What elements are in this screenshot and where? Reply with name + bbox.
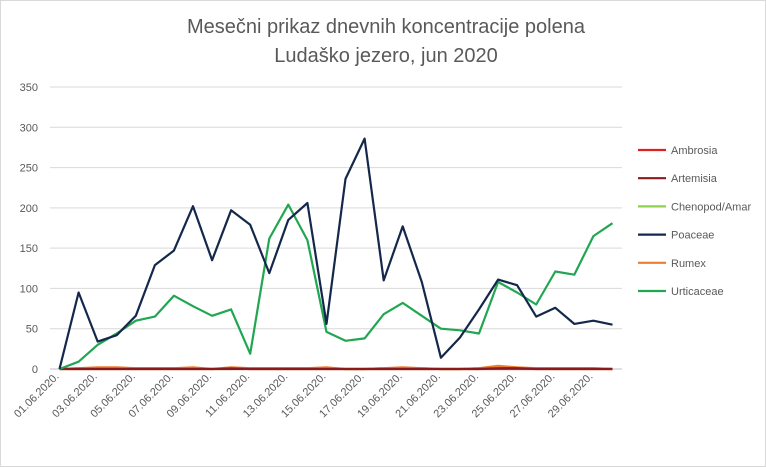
- chart-title-line-2: Ludaško jezero, jun 2020: [274, 45, 498, 67]
- gridlines: [50, 86, 622, 330]
- y-tick-label: 50: [26, 324, 38, 336]
- series-line-artemisia: [59, 367, 613, 371]
- legend-label-rumex: Rumex: [671, 258, 706, 270]
- y-tick-label: 100: [20, 283, 38, 295]
- series-lines: [58, 137, 614, 371]
- legend: Ambrosia Artemisia Chenopod/Amar Poaceae Rum…: [638, 145, 751, 298]
- legend-label-artemisia: Artemisia: [671, 173, 718, 185]
- y-tick-label: 150: [20, 243, 38, 255]
- y-tick-label: 350: [20, 82, 38, 94]
- series-line-urticaceae: [59, 203, 614, 371]
- series-line-poaceae: [58, 137, 613, 370]
- chart-title-line-1: Mesečni prikaz dnevnih koncentracije pol…: [187, 16, 586, 38]
- y-tick-label: 200: [20, 203, 38, 215]
- y-tick-label: 300: [20, 122, 38, 134]
- x-axis-tick-labels: 01.06.2020.03.06.2020.05.06.2020.07.06.2…: [12, 371, 595, 421]
- legend-label-ambrosia: Ambrosia: [671, 145, 718, 157]
- y-tick-label: 250: [20, 163, 38, 175]
- y-tick-label: 0: [32, 364, 38, 376]
- legend-label-urticaceae: Urticaceae: [671, 286, 724, 298]
- legend-label-poaceae: Poaceae: [671, 230, 714, 242]
- y-axis-tick-labels: 0 50 100 150 200 250 300 350: [20, 82, 38, 376]
- legend-label-chenopod-amar: Chenopod/Amar: [671, 201, 751, 213]
